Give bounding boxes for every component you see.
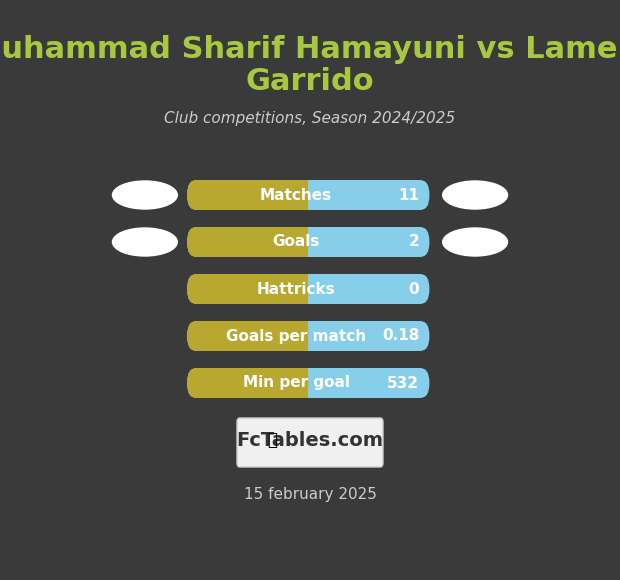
FancyBboxPatch shape	[187, 368, 308, 398]
Text: 532: 532	[387, 375, 419, 390]
Text: 15 february 2025: 15 february 2025	[244, 488, 376, 502]
Text: 11: 11	[398, 187, 419, 202]
Ellipse shape	[112, 228, 177, 256]
Text: 📊: 📊	[267, 432, 278, 450]
Text: Min per goal: Min per goal	[242, 375, 350, 390]
FancyBboxPatch shape	[187, 368, 430, 398]
Text: Matches: Matches	[260, 187, 332, 202]
Bar	[299, 321, 308, 351]
Bar	[299, 180, 308, 210]
Text: Hattricks: Hattricks	[257, 281, 335, 296]
FancyBboxPatch shape	[237, 418, 383, 467]
Text: Muhammad Sharif Hamayuni vs Lamela: Muhammad Sharif Hamayuni vs Lamela	[0, 35, 620, 64]
Bar	[299, 274, 308, 304]
Bar	[299, 368, 308, 398]
FancyBboxPatch shape	[187, 321, 308, 351]
Text: 2: 2	[409, 234, 419, 249]
Text: 0: 0	[409, 281, 419, 296]
Ellipse shape	[443, 228, 508, 256]
Text: 0.18: 0.18	[382, 328, 419, 343]
Ellipse shape	[443, 181, 508, 209]
Ellipse shape	[112, 181, 177, 209]
FancyBboxPatch shape	[187, 274, 308, 304]
Text: Garrido: Garrido	[246, 67, 374, 96]
FancyBboxPatch shape	[187, 180, 308, 210]
FancyBboxPatch shape	[187, 274, 430, 304]
FancyBboxPatch shape	[187, 180, 430, 210]
Text: Goals per match: Goals per match	[226, 328, 366, 343]
Text: FcTables.com: FcTables.com	[236, 431, 384, 450]
Text: Club competitions, Season 2024/2025: Club competitions, Season 2024/2025	[164, 111, 456, 125]
FancyBboxPatch shape	[187, 321, 430, 351]
Text: Goals: Goals	[273, 234, 320, 249]
Bar	[299, 227, 308, 257]
FancyBboxPatch shape	[187, 227, 430, 257]
FancyBboxPatch shape	[187, 227, 308, 257]
